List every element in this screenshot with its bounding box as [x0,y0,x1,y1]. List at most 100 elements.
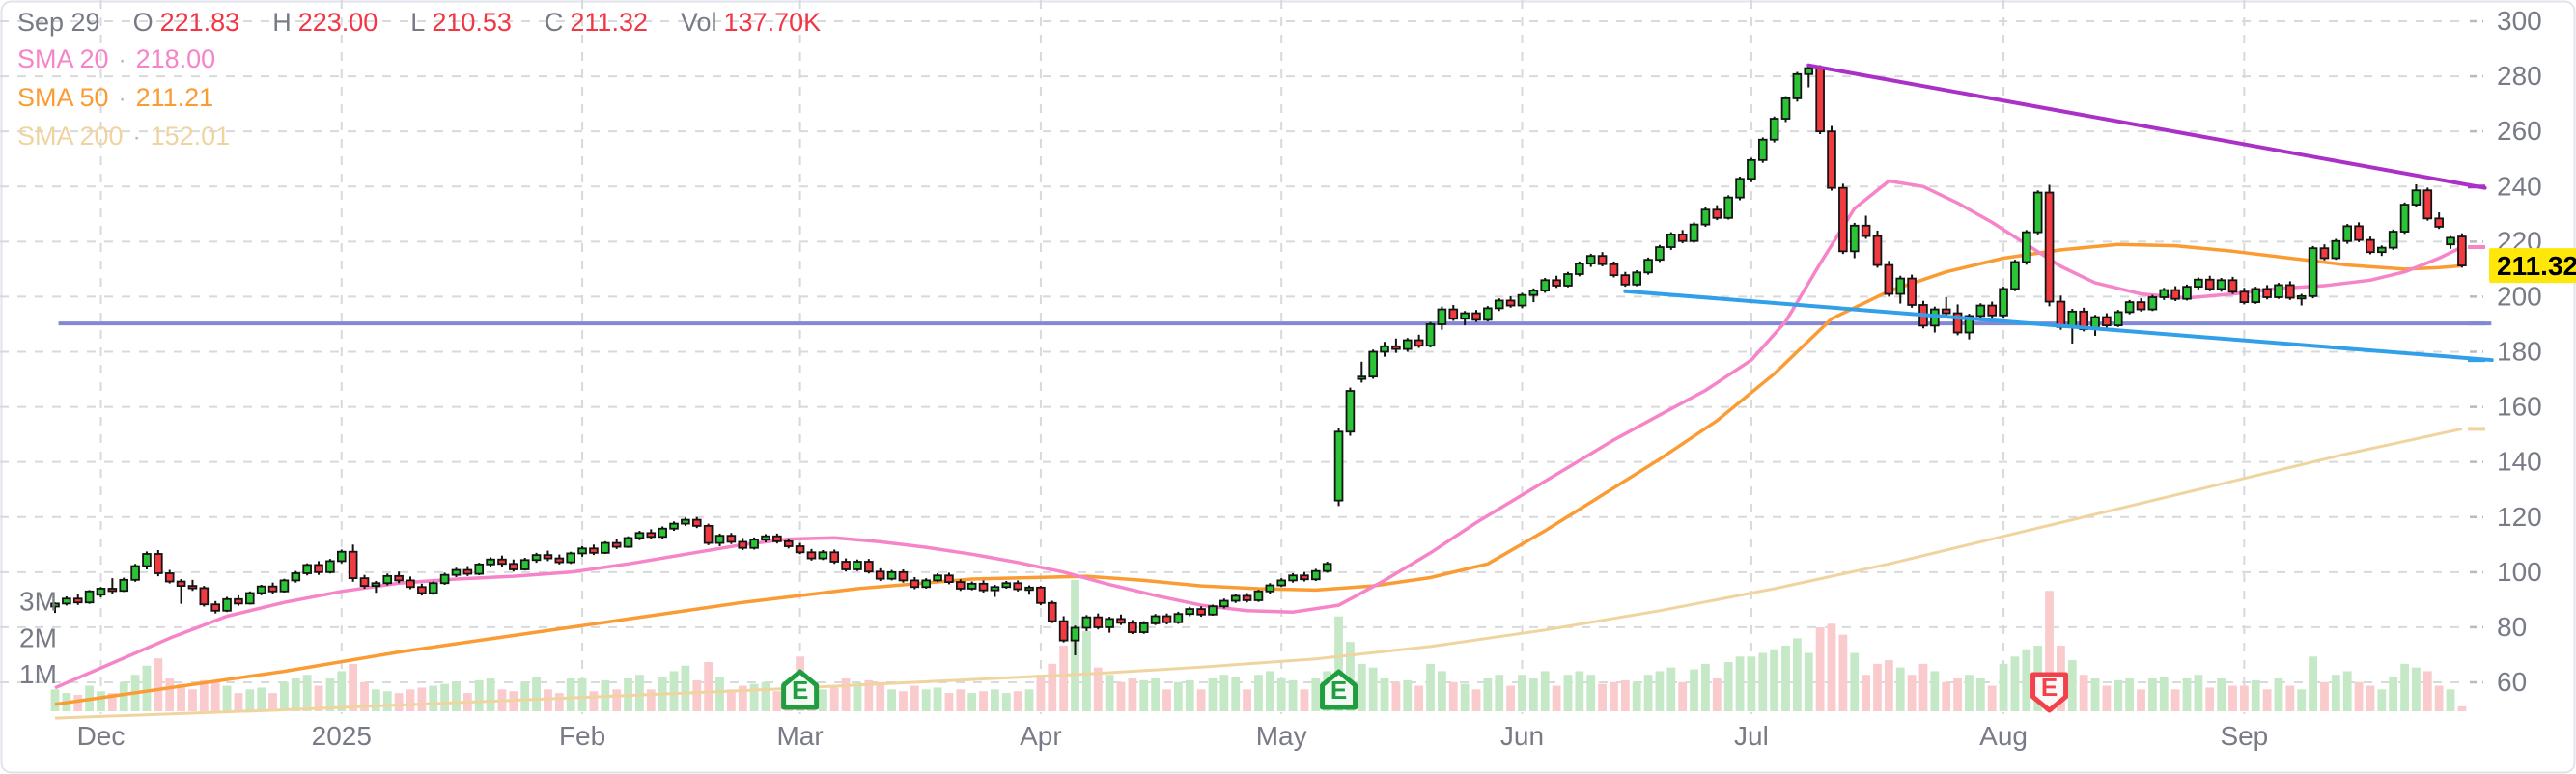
indicator-row-sma50[interactable]: SMA 50 · 211.21 [17,83,821,114]
volume-bar [382,691,392,711]
candle-body [314,564,323,573]
volume-bar [635,675,644,711]
descending-resistance[interactable] [1806,63,2487,190]
candle-body [382,574,393,585]
candle-body [1311,569,1321,581]
candle-body [601,541,610,554]
sma200-label: SMA 200 [17,122,124,151]
earnings-marker-icon[interactable]: E [2030,672,2069,713]
volume-bar [1975,677,1985,711]
volume-bar [1506,685,1516,711]
candle-body [978,582,989,592]
open-label: O [132,8,154,37]
candle-body [1838,186,1848,253]
candle-body [1655,246,1665,262]
candle-body [956,581,966,590]
candle-body [1700,208,1711,226]
candle-body [966,582,977,590]
candle-body [1322,563,1332,572]
volume-bar [2446,689,2455,711]
candle-body [761,535,770,541]
volume-bar [1334,616,1343,711]
volume-bar [2079,675,2088,711]
volume-bar [520,681,530,711]
earnings-marker-icon[interactable]: E [1320,669,1358,710]
volume-bar [2262,689,2272,711]
candle-body [1036,586,1046,604]
price-tick-label: 60 [2497,667,2527,697]
volume-bar [222,685,232,711]
volume-bar [142,665,152,711]
candle-body [1414,339,1424,347]
volume-bar [2457,705,2467,711]
price-tick-label: 80 [2497,612,2527,642]
candle-body [2377,246,2387,254]
volume-bar [1815,627,1825,711]
candle-body [1265,584,1275,593]
sma20-line[interactable] [54,179,2463,690]
volume-bar [2137,689,2145,711]
volume-bar [899,691,908,711]
volume-bar [1128,677,1137,711]
volume-bar [589,691,599,711]
sma20-label: SMA 20 [17,44,109,73]
volume-bar [1563,675,1573,711]
sma200-line[interactable] [54,427,2463,720]
candle-body [944,574,954,584]
volume-bar [1540,671,1550,711]
volume-bar [474,679,484,711]
candle-body [2032,191,2043,234]
candle-body [921,579,931,589]
candle-body [2296,294,2307,300]
indicator-row-sma200[interactable]: SMA 200 · 152.01 [17,122,821,152]
volume-bar [1437,671,1446,711]
price-tick-label: 280 [2497,61,2542,91]
candle-body [2010,261,2020,290]
candle-body [428,582,438,594]
candle-body [1941,308,1951,315]
volume-bar [2309,656,2317,711]
volume-bar [1953,677,1962,711]
volume-bar [1770,649,1779,711]
volume-bar [1758,652,1768,711]
candle-body [1288,574,1298,582]
candle-body [2457,235,2467,267]
candle-body [841,561,851,570]
candle-body [1208,605,1218,616]
candle-body [417,586,427,594]
volume-bar [1701,663,1710,711]
volume-bar [2354,681,2364,711]
candle-body [2274,284,2283,298]
candle-body [267,585,278,593]
volume-bar [1081,630,1091,711]
candle-body [406,579,415,589]
volume-bar [1735,656,1745,711]
volume-bar [1162,689,1171,711]
candle-body [783,539,794,547]
earnings-marker-icon[interactable]: E [781,669,820,710]
candle-body [509,563,518,570]
candle-body [1333,430,1344,502]
candle-body [1357,375,1367,380]
candle-body [1345,390,1356,433]
price-axis[interactable]: 3002802602402202001801601401201008060211… [2468,6,2576,697]
time-axis-label: Jun [1500,721,1544,751]
time-axis[interactable]: Dec 2025 Feb Mar Apr May Jun Jul Aug Sep [77,721,2269,751]
candle-body [1757,138,1768,161]
candle-body [1047,601,1057,622]
descending-support[interactable] [1623,289,2494,363]
volume-bar [1918,663,1928,711]
candle-body [1907,277,1917,306]
candle-body [474,563,485,575]
time-axis-label: May [1256,721,1307,751]
candle-body [543,554,553,560]
indicator-row-sma20[interactable]: SMA 20 · 218.00 [17,44,821,75]
volume-bar [50,689,60,711]
volume-bar [1414,685,1424,711]
volume-bar [1024,689,1034,711]
volume-bar [2067,660,2077,711]
sma50-line[interactable] [54,242,2463,706]
volume-tick-label: 1M [19,659,57,689]
